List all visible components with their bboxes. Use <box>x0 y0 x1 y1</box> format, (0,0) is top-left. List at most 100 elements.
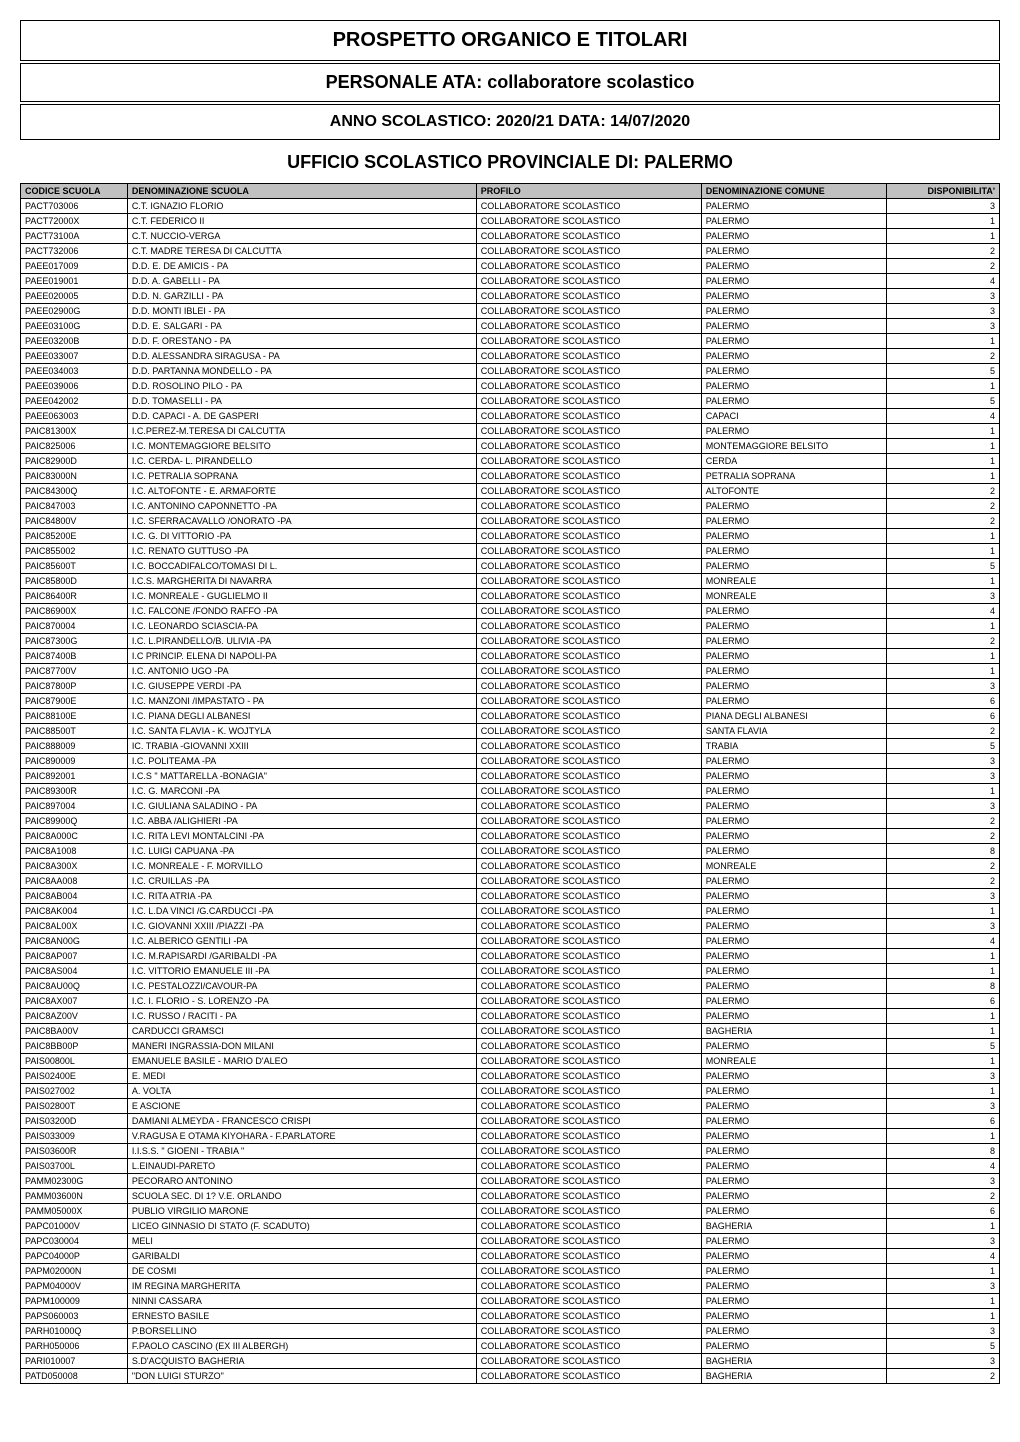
cell-disponibilita: 5 <box>887 394 1000 409</box>
cell-disponibilita: 3 <box>887 1324 1000 1339</box>
table-row: PAIS033009V.RAGUSA E OTAMA KIYOHARA - F.… <box>21 1129 1000 1144</box>
cell-profilo: COLLABORATORE SCOLASTICO <box>476 889 701 904</box>
table-row: PAIC84800VI.C. SFERRACAVALLO /ONORATO -P… <box>21 514 1000 529</box>
cell-codice: PARH01000Q <box>21 1324 128 1339</box>
table-row: PAIC888009IC. TRABIA -GIOVANNI XXIIICOLL… <box>21 739 1000 754</box>
cell-disponibilita: 2 <box>887 349 1000 364</box>
cell-denominazione: I.C. CERDA- L. PIRANDELLO <box>127 454 476 469</box>
cell-denominazione: E ASCIONE <box>127 1099 476 1114</box>
cell-denominazione: I.C. PETRALIA SOPRANA <box>127 469 476 484</box>
cell-denominazione: L.EINAUDI-PARETO <box>127 1159 476 1174</box>
table-row: PAPM02000NDE COSMICOLLABORATORE SCOLASTI… <box>21 1264 1000 1279</box>
cell-disponibilita: 1 <box>887 664 1000 679</box>
cell-disponibilita: 6 <box>887 694 1000 709</box>
cell-profilo: COLLABORATORE SCOLASTICO <box>476 259 701 274</box>
cell-denominazione: I.C. SANTA FLAVIA - K. WOJTYLA <box>127 724 476 739</box>
cell-comune: CERDA <box>701 454 887 469</box>
cell-codice: PAEE017009 <box>21 259 128 274</box>
cell-codice: PAPC04000P <box>21 1249 128 1264</box>
table-row: PAIC8AL00XI.C. GIOVANNI XXIII /PIAZZI -P… <box>21 919 1000 934</box>
table-row: PAIC855002I.C. RENATO GUTTUSO -PACOLLABO… <box>21 544 1000 559</box>
cell-denominazione: C.T. IGNAZIO FLORIO <box>127 199 476 214</box>
cell-comune: PALERMO <box>701 1159 887 1174</box>
cell-denominazione: IM REGINA MARGHERITA <box>127 1279 476 1294</box>
cell-comune: PALERMO <box>701 1039 887 1054</box>
cell-codice: PAEE033007 <box>21 349 128 364</box>
cell-disponibilita: 5 <box>887 1039 1000 1054</box>
cell-denominazione: I.C. SFERRACAVALLO /ONORATO -PA <box>127 514 476 529</box>
cell-codice: PAEE019001 <box>21 274 128 289</box>
table-row: PAPM100009NINNI CASSARACOLLABORATORE SCO… <box>21 1294 1000 1309</box>
cell-comune: PALERMO <box>701 1294 887 1309</box>
cell-disponibilita: 1 <box>887 1264 1000 1279</box>
cell-codice: PAPS060003 <box>21 1309 128 1324</box>
cell-comune: PALERMO <box>701 229 887 244</box>
cell-codice: PAIS033009 <box>21 1129 128 1144</box>
cell-denominazione: I.C. ABBA /ALIGHIERI -PA <box>127 814 476 829</box>
cell-codice: PARI010007 <box>21 1354 128 1369</box>
cell-denominazione: I.C. LUIGI CAPUANA -PA <box>127 844 476 859</box>
cell-comune: BAGHERIA <box>701 1369 887 1384</box>
cell-comune: PALERMO <box>701 394 887 409</box>
table-row: PAEE042002D.D. TOMASELLI - PACOLLABORATO… <box>21 394 1000 409</box>
cell-comune: PALERMO <box>701 1234 887 1249</box>
cell-codice: PAEE03100G <box>21 319 128 334</box>
cell-codice: PAIC8A300X <box>21 859 128 874</box>
cell-disponibilita: 3 <box>887 919 1000 934</box>
cell-comune: PALERMO <box>701 829 887 844</box>
cell-denominazione: C.T. NUCCIO-VERGA <box>127 229 476 244</box>
cell-disponibilita: 5 <box>887 559 1000 574</box>
table-row: PAIC8AK004I.C. L.DA VINCI /G.CARDUCCI -P… <box>21 904 1000 919</box>
table-row: PAIC892001I.C.S " MATTARELLA -BONAGIA"CO… <box>21 769 1000 784</box>
cell-codice: PAIC87300G <box>21 634 128 649</box>
cell-codice: PAPM02000N <box>21 1264 128 1279</box>
cell-codice: PAIC87700V <box>21 664 128 679</box>
cell-comune: PALERMO <box>701 1144 887 1159</box>
cell-codice: PAIC82900D <box>21 454 128 469</box>
table-body: PACT703006C.T. IGNAZIO FLORIOCOLLABORATO… <box>21 199 1000 1384</box>
cell-profilo: COLLABORATORE SCOLASTICO <box>476 844 701 859</box>
table-row: PAIC82900DI.C. CERDA- L. PIRANDELLOCOLLA… <box>21 454 1000 469</box>
ufficio-title: UFFICIO SCOLASTICO PROVINCIALE DI: PALER… <box>20 142 1000 183</box>
cell-profilo: COLLABORATORE SCOLASTICO <box>476 604 701 619</box>
cell-disponibilita: 2 <box>887 514 1000 529</box>
cell-denominazione: "DON LUIGI STURZO" <box>127 1369 476 1384</box>
cell-comune: MONREALE <box>701 589 887 604</box>
cell-disponibilita: 4 <box>887 604 1000 619</box>
col-header-codice: CODICE SCUOLA <box>21 184 128 199</box>
cell-profilo: COLLABORATORE SCOLASTICO <box>476 1084 701 1099</box>
cell-denominazione: D.D. MONTI IBLEI - PA <box>127 304 476 319</box>
cell-comune: MONREALE <box>701 859 887 874</box>
cell-profilo: COLLABORATORE SCOLASTICO <box>476 664 701 679</box>
cell-comune: PALERMO <box>701 1099 887 1114</box>
table-row: PAIC87400BI.C PRINCIP. ELENA DI NAPOLI-P… <box>21 649 1000 664</box>
col-header-disponibilita: DISPONIBILITA' <box>887 184 1000 199</box>
table-row: PACT703006C.T. IGNAZIO FLORIOCOLLABORATO… <box>21 199 1000 214</box>
table-row: PAEE017009D.D. E. DE AMICIS - PACOLLABOR… <box>21 259 1000 274</box>
cell-denominazione: ERNESTO BASILE <box>127 1309 476 1324</box>
table-row: PAIC8BA00VCARDUCCI GRAMSCICOLLABORATORE … <box>21 1024 1000 1039</box>
cell-denominazione: D.D. E. DE AMICIS - PA <box>127 259 476 274</box>
cell-comune: CAPACI <box>701 409 887 424</box>
cell-comune: MONREALE <box>701 574 887 589</box>
cell-disponibilita: 1 <box>887 544 1000 559</box>
cell-comune: PALERMO <box>701 499 887 514</box>
table-row: PAPM04000VIM REGINA MARGHERITACOLLABORAT… <box>21 1279 1000 1294</box>
cell-comune: PALERMO <box>701 1249 887 1264</box>
cell-comune: PALERMO <box>701 424 887 439</box>
cell-disponibilita: 3 <box>887 304 1000 319</box>
cell-profilo: COLLABORATORE SCOLASTICO <box>476 349 701 364</box>
cell-comune: PALERMO <box>701 664 887 679</box>
cell-profilo: COLLABORATORE SCOLASTICO <box>476 1294 701 1309</box>
cell-comune: PALERMO <box>701 889 887 904</box>
cell-comune: ALTOFONTE <box>701 484 887 499</box>
cell-profilo: COLLABORATORE SCOLASTICO <box>476 979 701 994</box>
table-row: PAIS00800LEMANUELE BASILE - MARIO D'ALEO… <box>21 1054 1000 1069</box>
cell-comune: PALERMO <box>701 979 887 994</box>
cell-denominazione: D.D. N. GARZILLI - PA <box>127 289 476 304</box>
cell-comune: PALERMO <box>701 1189 887 1204</box>
cell-comune: PALERMO <box>701 349 887 364</box>
cell-comune: BAGHERIA <box>701 1219 887 1234</box>
table-row: PAIC8AP007I.C. M.RAPISARDI /GARIBALDI -P… <box>21 949 1000 964</box>
cell-comune: PALERMO <box>701 604 887 619</box>
